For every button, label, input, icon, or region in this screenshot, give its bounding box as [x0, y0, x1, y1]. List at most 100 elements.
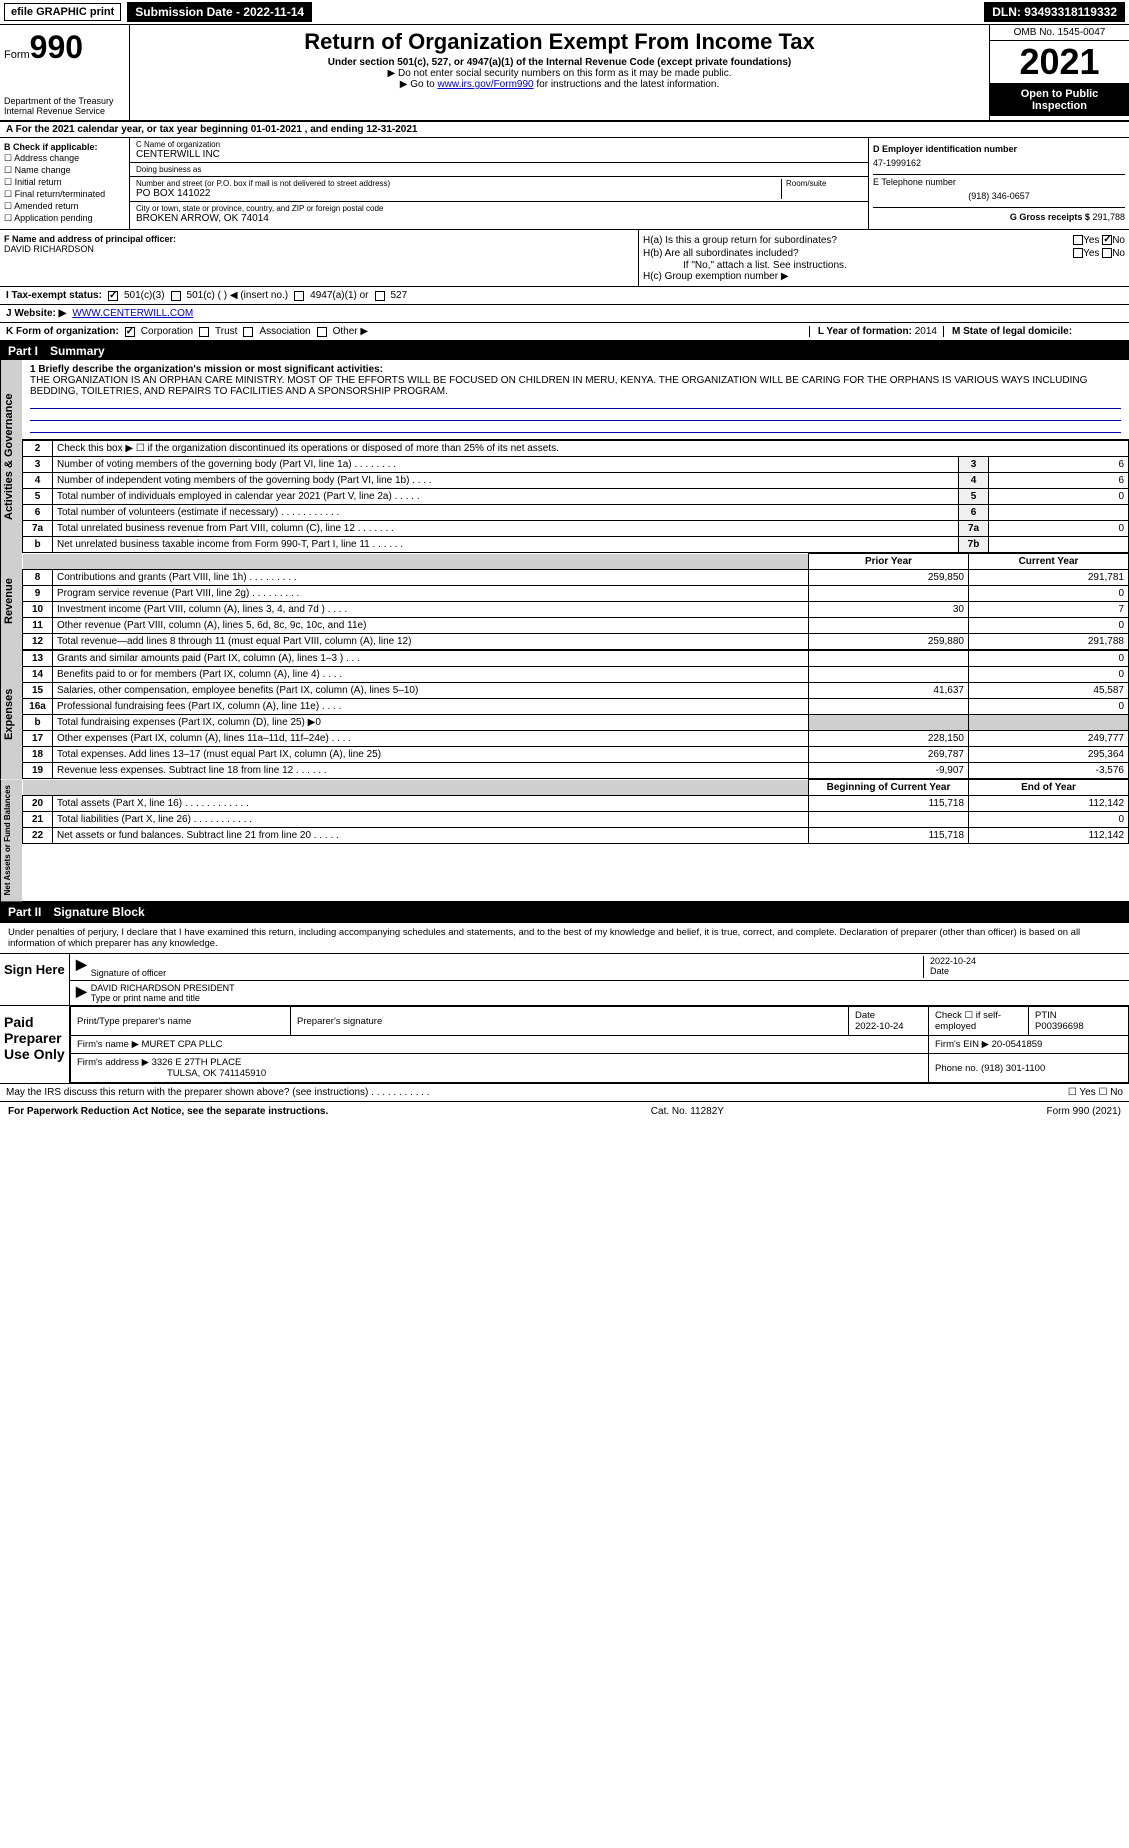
- section-bcdeg: B Check if applicable: ☐ Address change …: [0, 138, 1129, 230]
- chk-501c[interactable]: [171, 291, 181, 301]
- paid-preparer-table: Print/Type preparer's name Preparer's si…: [70, 1006, 1129, 1083]
- chk-amended[interactable]: ☐ Amended return: [4, 201, 125, 212]
- phone: (918) 346-0657: [873, 187, 1125, 205]
- website-link[interactable]: WWW.CENTERWILL.COM: [72, 308, 193, 319]
- year-formation: 2014: [915, 326, 937, 337]
- org-name: CENTERWILL INC: [136, 149, 862, 160]
- revenue-table: Prior YearCurrent Year 8Contributions an…: [22, 553, 1129, 650]
- section-activities-gov: Activities & Governance 1 Briefly descri…: [0, 360, 1129, 553]
- dba-row: Doing business as: [130, 163, 868, 177]
- box-e: E Telephone number (918) 346-0657: [873, 175, 1125, 208]
- table-row: bTotal fundraising expenses (Part IX, co…: [23, 715, 1129, 731]
- chk-other[interactable]: [317, 327, 327, 337]
- table-row: 4Number of independent voting members of…: [23, 473, 1129, 489]
- ha-no[interactable]: [1102, 235, 1112, 245]
- chk-app-pending[interactable]: ☐ Application pending: [4, 213, 125, 224]
- submission-date: Submission Date - 2022-11-14: [127, 2, 312, 22]
- signature-block: Under penalties of perjury, I declare th…: [0, 921, 1129, 1102]
- table-row: 10Investment income (Part VIII, column (…: [23, 602, 1129, 618]
- part1-title: Summary: [50, 344, 105, 358]
- hb-yes[interactable]: [1073, 248, 1083, 258]
- part2-title: Signature Block: [53, 905, 144, 919]
- header-left: Form990 Department of the Treasury Inter…: [0, 25, 130, 120]
- chk-corp[interactable]: [125, 327, 135, 337]
- firm-name: MURET CPA PLLC: [142, 1039, 223, 1050]
- gov-table: 2Check this box ▶ ☐ if the organization …: [22, 440, 1129, 553]
- form-title: Return of Organization Exempt From Incom…: [138, 29, 981, 55]
- box-c: C Name of organization CENTERWILL INC Do…: [130, 138, 869, 229]
- prep-date: 2022-10-24: [855, 1021, 922, 1032]
- table-row: 22Net assets or fund balances. Subtract …: [23, 828, 1129, 844]
- chk-final-return[interactable]: ☐ Final return/terminated: [4, 189, 125, 200]
- table-row: 8Contributions and grants (Part VIII, li…: [23, 570, 1129, 586]
- mission-text: THE ORGANIZATION IS AN ORPHAN CARE MINIS…: [30, 375, 1121, 397]
- part1-header: Part I Summary: [0, 342, 1129, 360]
- arrow-icon: ▶: [76, 956, 87, 978]
- may-yesno[interactable]: ☐ Yes ☐ No: [1068, 1087, 1123, 1098]
- part1-num: Part I: [8, 344, 38, 358]
- irs-link[interactable]: www.irs.gov/Form990: [437, 79, 533, 90]
- chk-address-change[interactable]: ☐ Address change: [4, 153, 125, 164]
- firm-ein: 20-0541859: [992, 1039, 1043, 1050]
- table-row: 21Total liabilities (Part X, line 26) . …: [23, 812, 1129, 828]
- chk-initial-return[interactable]: ☐ Initial return: [4, 177, 125, 188]
- chk-name-change[interactable]: ☐ Name change: [4, 165, 125, 176]
- chk-4947[interactable]: [294, 291, 304, 301]
- table-row: 2Check this box ▶ ☐ if the organization …: [23, 441, 1129, 457]
- chk-501c3[interactable]: [108, 291, 118, 301]
- footer-left: For Paperwork Reduction Act Notice, see …: [8, 1106, 328, 1117]
- part2-header: Part II Signature Block: [0, 903, 1129, 921]
- box-hc: H(c) Group exemption number ▶: [643, 271, 1125, 282]
- firm-addr: 3326 E 27TH PLACE: [152, 1057, 242, 1068]
- box-d: D Employer identification number 47-1999…: [873, 142, 1125, 175]
- street-address: PO BOX 141022: [136, 188, 777, 199]
- dln: DLN: 93493318119332: [984, 2, 1125, 22]
- ssn-note: ▶ Do not enter social security numbers o…: [138, 68, 981, 79]
- arrow-icon: ▶: [76, 983, 87, 1003]
- gross-receipts: 291,788: [1092, 212, 1125, 222]
- form-number: 990: [30, 29, 83, 65]
- box-g: G Gross receipts $ 291,788: [873, 208, 1125, 222]
- table-row: 7aTotal unrelated business revenue from …: [23, 521, 1129, 537]
- sig-officer-line: ▶ Signature of officer 2022-10-24Date: [70, 954, 1129, 981]
- chk-527[interactable]: [375, 291, 385, 301]
- table-row: 9Program service revenue (Part VIII, lin…: [23, 586, 1129, 602]
- efile-label: efile GRAPHIC print: [4, 3, 121, 21]
- row-j: J Website: ▶ WWW.CENTERWILL.COM: [0, 305, 1129, 323]
- form-subtitle: Under section 501(c), 527, or 4947(a)(1)…: [138, 57, 981, 68]
- omb-number: OMB No. 1545-0047: [990, 25, 1129, 41]
- table-row: 3Number of voting members of the governi…: [23, 457, 1129, 473]
- vtab-rev: Revenue: [0, 553, 22, 650]
- box-b: B Check if applicable: ☐ Address change …: [0, 138, 130, 229]
- hb-note: If "No," attach a list. See instructions…: [643, 260, 1125, 271]
- sign-here-label: Sign Here: [0, 954, 70, 1005]
- section-netassets: Net Assets or Fund Balances Beginning of…: [0, 779, 1129, 903]
- footer-right: Form 990 (2021): [1047, 1106, 1121, 1117]
- row-a-period: A For the 2021 calendar year, or tax yea…: [0, 122, 1129, 138]
- sig-date: 2022-10-24: [930, 956, 1123, 966]
- footer-mid: Cat. No. 11282Y: [651, 1106, 724, 1117]
- box-ha: H(a) Is this a group return for subordin…: [643, 234, 1125, 247]
- table-row: 12Total revenue—add lines 8 through 11 (…: [23, 634, 1129, 650]
- part2-num: Part II: [8, 905, 41, 919]
- table-row: bNet unrelated business taxable income f…: [23, 537, 1129, 553]
- ha-yes[interactable]: [1073, 235, 1083, 245]
- box-h: H(a) Is this a group return for subordin…: [639, 230, 1129, 286]
- self-employed-check[interactable]: Check ☐ if self-employed: [929, 1007, 1029, 1036]
- chk-trust[interactable]: [199, 327, 209, 337]
- may-discuss-row: May the IRS discuss this return with the…: [0, 1083, 1129, 1102]
- col-current: Current Year: [969, 554, 1129, 570]
- chk-assoc[interactable]: [243, 327, 253, 337]
- hb-no[interactable]: [1102, 248, 1112, 258]
- mission-block: 1 Briefly describe the organization's mi…: [22, 360, 1129, 440]
- table-row: 6Total number of volunteers (estimate if…: [23, 505, 1129, 521]
- table-row: 20Total assets (Part X, line 16) . . . .…: [23, 796, 1129, 812]
- table-row: 16aProfessional fundraising fees (Part I…: [23, 699, 1129, 715]
- vtab-ag: Activities & Governance: [0, 360, 22, 553]
- ein: 47-1999162: [873, 154, 1125, 172]
- section-revenue: Revenue Prior YearCurrent Year 8Contribu…: [0, 553, 1129, 650]
- ptin: P00396698: [1035, 1021, 1122, 1032]
- officer-name: DAVID RICHARDSON: [4, 244, 634, 254]
- goto-note: ▶ Go to www.irs.gov/Form990 for instruct…: [138, 79, 981, 90]
- row-i: I Tax-exempt status: 501(c)(3) 501(c) ( …: [0, 287, 1129, 305]
